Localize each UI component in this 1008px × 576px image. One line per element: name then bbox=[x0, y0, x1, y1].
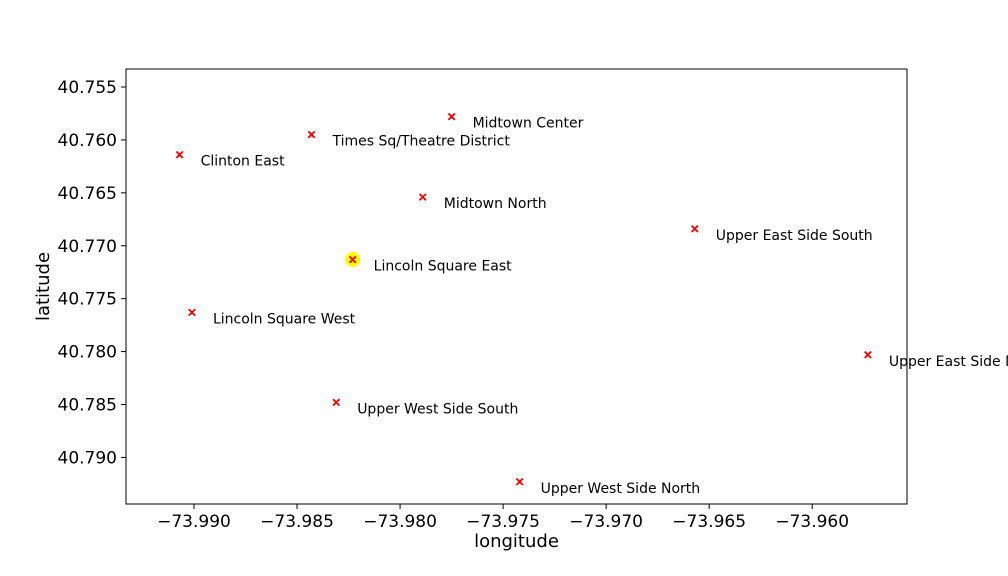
point-label: Upper East Side North bbox=[889, 354, 1008, 370]
point-label: Lincoln Square East bbox=[374, 259, 512, 275]
y-tick-label: 40.755 bbox=[58, 78, 117, 98]
scatter-point bbox=[418, 193, 427, 201]
scatter-point bbox=[307, 130, 316, 139]
point-label: Times Sq/Theatre District bbox=[331, 134, 510, 150]
y-axis-label: latitude bbox=[33, 252, 54, 321]
point-label: Clinton East bbox=[201, 154, 286, 170]
x-tick-label: −73.980 bbox=[363, 512, 437, 532]
scatter-point bbox=[348, 255, 357, 264]
scatter-point bbox=[864, 350, 872, 359]
y-tick-label: 40.780 bbox=[58, 343, 117, 363]
y-tick-label: 40.775 bbox=[58, 290, 117, 310]
scatter-point bbox=[447, 112, 456, 121]
x-tick-label: −73.970 bbox=[569, 512, 643, 532]
point-label: Upper West Side North bbox=[541, 481, 701, 497]
point-label: Lincoln Square West bbox=[213, 311, 356, 327]
scatter-point bbox=[175, 150, 184, 159]
x-tick-label: −73.965 bbox=[672, 512, 746, 532]
point-label: Midtown Center bbox=[473, 116, 584, 132]
x-axis-label: longitude bbox=[474, 531, 559, 552]
x-tick-label: −73.990 bbox=[157, 512, 231, 532]
point-label: Upper West Side South bbox=[357, 401, 518, 417]
scatter-point bbox=[690, 224, 699, 233]
y-tick-label: 40.770 bbox=[58, 237, 117, 257]
x-tick-label: −73.975 bbox=[466, 512, 540, 532]
scatter-point bbox=[332, 398, 341, 407]
y-tick-label: 40.765 bbox=[58, 184, 117, 204]
point-label: Upper East Side South bbox=[716, 228, 873, 244]
data-points: Midtown Center Times Sq/Theatre District C… bbox=[175, 112, 1008, 497]
x-axis: −73.990 −73.985 −73.980 −73.975 −73.970 −73.9… bbox=[157, 504, 849, 532]
scatter-point bbox=[515, 477, 524, 486]
plot-frame bbox=[125, 68, 908, 505]
scatter-point bbox=[188, 308, 196, 317]
point-label: Midtown North bbox=[444, 196, 547, 212]
y-tick-label: 40.790 bbox=[58, 448, 117, 468]
x-tick-label: −73.960 bbox=[775, 512, 849, 532]
y-tick-label: 40.760 bbox=[58, 131, 117, 151]
y-axis: 40.755 40.760 40.765 40.770 40.775 40.780 40.7… bbox=[58, 78, 126, 468]
y-tick-label: 40.785 bbox=[58, 396, 117, 416]
x-tick-label: −73.985 bbox=[260, 512, 334, 532]
